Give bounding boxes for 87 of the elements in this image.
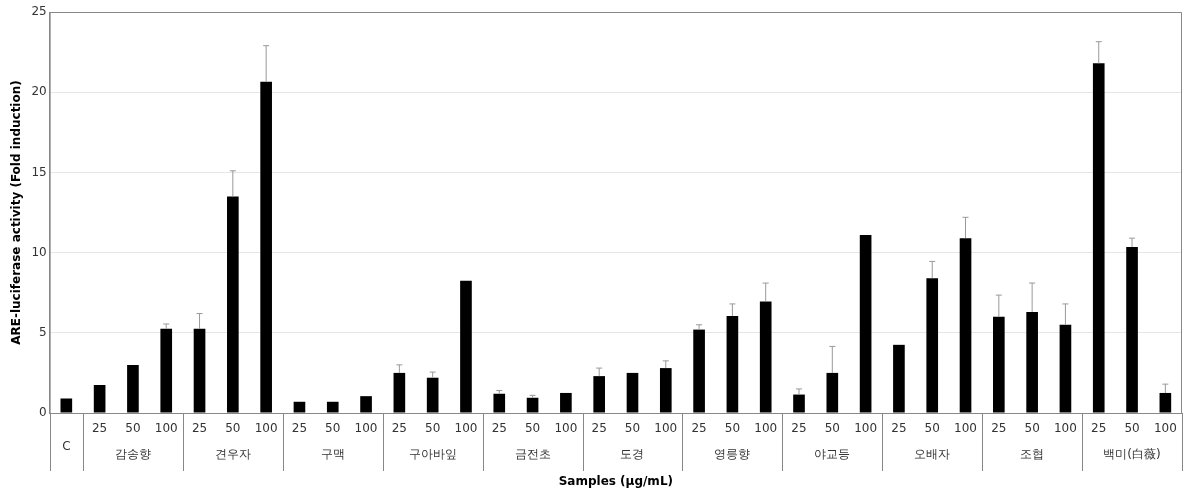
x-tick-label: 25 — [1091, 421, 1107, 436]
bar — [1092, 63, 1105, 413]
bar — [759, 301, 772, 413]
x-axis-title: Samples (μg/mL) — [558, 473, 673, 488]
bar — [160, 328, 173, 413]
bar — [959, 238, 972, 413]
x-tick-label: 25 — [291, 421, 308, 436]
bar — [493, 393, 506, 413]
bar — [593, 376, 606, 413]
bar — [560, 392, 572, 413]
text: 오배자 — [914, 447, 951, 462]
text: 감송향 — [114, 447, 151, 462]
bar — [260, 81, 272, 413]
bar — [659, 368, 672, 413]
bar — [360, 396, 372, 413]
y-tick-label: 0 — [39, 405, 47, 420]
text: 도경 — [620, 447, 645, 462]
bar — [993, 316, 1005, 413]
x-tick-label: 50 — [624, 421, 641, 436]
x-tick-label: 50 — [524, 421, 541, 436]
text: 견우자 — [214, 447, 251, 462]
bar — [1026, 311, 1038, 413]
text: 구아바잎 — [408, 447, 457, 462]
x-tick-label: C — [62, 439, 71, 454]
x-tick-label: 50 — [1124, 421, 1140, 436]
y-axis-title: ARE-luciferase activity (Fold induction) — [9, 80, 24, 345]
bar — [127, 364, 139, 413]
bar — [693, 329, 705, 413]
bar — [227, 196, 239, 413]
y-tick-label: 20 — [31, 84, 47, 99]
x-tick-label: 50 — [425, 421, 441, 436]
x-tick-label: 50 — [125, 421, 141, 436]
bar — [460, 280, 472, 413]
text: 조협 — [1020, 447, 1045, 462]
bar — [626, 372, 639, 413]
x-tick-label: 100 — [1153, 421, 1177, 436]
x-tick-label: 50 — [924, 421, 940, 436]
x-tick-label: 50 — [824, 421, 840, 436]
y-tick-label: 5 — [39, 324, 47, 339]
x-tick-label: 25 — [91, 421, 108, 436]
text: 영릉향 — [714, 447, 751, 462]
bar — [193, 328, 206, 413]
bar — [93, 384, 106, 413]
bar — [326, 401, 339, 413]
text: 백미(白薇) — [1103, 447, 1161, 462]
bar — [793, 394, 805, 413]
y-tick-label: 15 — [31, 164, 47, 179]
x-tick-label: 100 — [654, 421, 678, 436]
x-tick-label: 100 — [254, 421, 278, 436]
x-tick-label: 100 — [454, 421, 478, 436]
x-tick-label: 25 — [691, 421, 707, 436]
text: 구맥 — [320, 447, 345, 462]
bar — [726, 315, 739, 413]
text: 금전초 — [514, 447, 551, 462]
text: 야교등 — [814, 447, 851, 462]
x-tick-label: 50 — [1024, 421, 1040, 436]
x-tick-label: 100 — [554, 421, 578, 436]
x-tick-label: 100 — [954, 421, 977, 436]
x-tick-label: 50 — [325, 421, 341, 436]
bar — [526, 397, 539, 413]
bar — [859, 234, 872, 413]
bar — [1059, 324, 1072, 413]
x-tick-label: 50 — [225, 421, 241, 436]
bar — [60, 398, 73, 413]
x-tick-label: 50 — [724, 421, 741, 436]
bar — [826, 372, 839, 413]
x-tick-label: 100 — [754, 421, 778, 436]
x-tick-label: 25 — [191, 421, 208, 436]
bar — [426, 377, 439, 413]
bar — [893, 344, 905, 413]
bar — [926, 278, 939, 413]
x-tick-label: 100 — [154, 421, 178, 436]
x-tick-label: 25 — [891, 421, 907, 436]
bar — [393, 372, 406, 413]
y-tick-label: 25 — [31, 4, 47, 19]
bar — [1159, 392, 1172, 413]
y-tick-label: 10 — [31, 244, 47, 259]
x-tick-label: 25 — [491, 421, 507, 436]
bar — [1126, 246, 1138, 413]
x-tick-label: 100 — [854, 421, 878, 436]
bar — [293, 401, 306, 413]
x-tick-label: 100 — [1053, 421, 1077, 436]
x-tick-label: 25 — [991, 421, 1007, 436]
x-tick-label: 25 — [591, 421, 607, 436]
x-tick-label: 25 — [391, 421, 407, 436]
x-tick-label: 25 — [791, 421, 807, 436]
x-tick-label: 100 — [354, 421, 378, 436]
